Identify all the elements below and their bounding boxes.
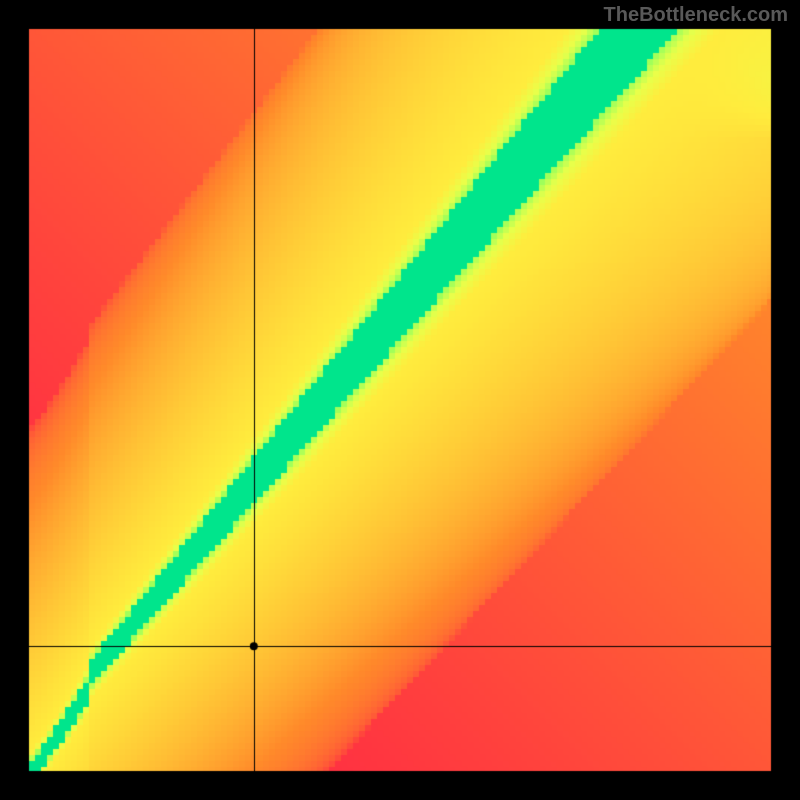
watermark-text: TheBottleneck.com (604, 4, 788, 27)
chart-container: TheBottleneck.com (0, 0, 800, 800)
bottleneck-heatmap (0, 0, 800, 800)
